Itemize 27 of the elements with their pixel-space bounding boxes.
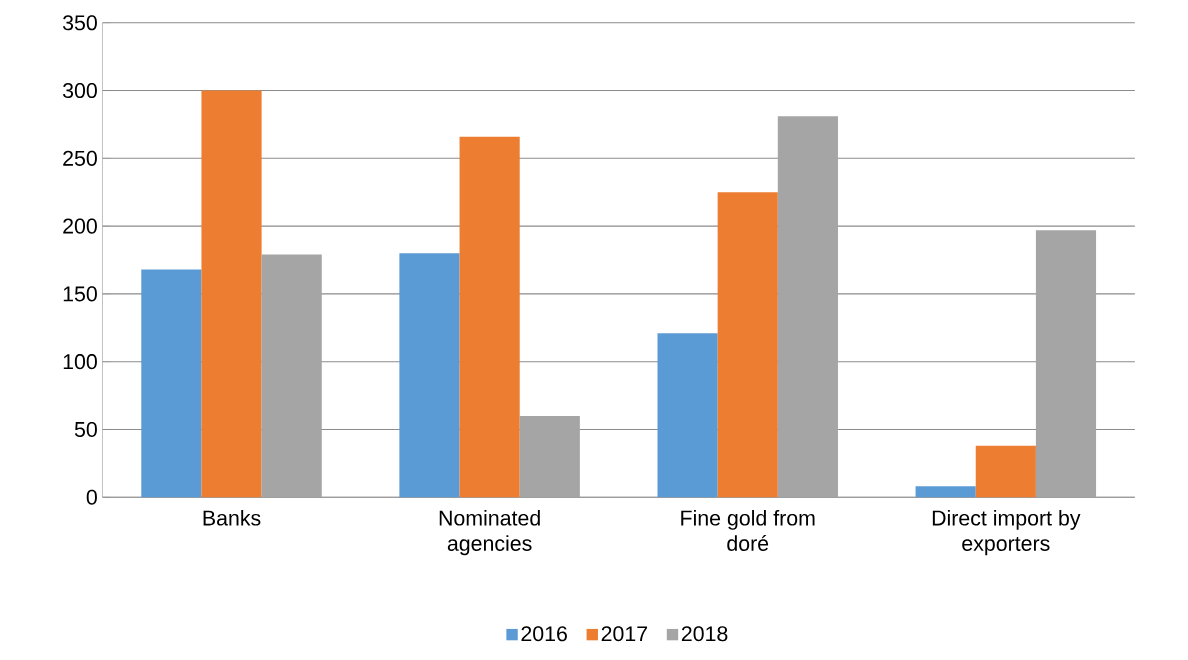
y-tick-label: 300 — [62, 82, 97, 98]
bar — [399, 253, 460, 498]
bar — [459, 136, 520, 498]
legend-label: 2016 — [521, 625, 567, 642]
bar — [915, 486, 976, 498]
legend-label: 2018 — [681, 625, 728, 642]
y-tick-label: 50 — [74, 421, 97, 437]
x-tick-label: Fine gold from doré — [681, 509, 815, 551]
bar — [141, 269, 202, 498]
y-tick-label: 150 — [63, 286, 97, 302]
y-tick-label: 200 — [63, 218, 97, 234]
bar — [261, 254, 322, 498]
x-tick-label: Nominated agencies — [439, 509, 540, 555]
bar — [975, 445, 1036, 498]
bar — [519, 415, 580, 498]
bar — [717, 192, 778, 498]
x-tick-label: Banks — [203, 509, 261, 526]
bar — [657, 332, 718, 498]
y-tick-label: 350 — [62, 15, 97, 31]
y-tick-label: 0 — [86, 489, 97, 505]
legend-label: 2017 — [601, 625, 648, 642]
y-tick-label: 250 — [63, 150, 97, 166]
x-tick-label: Direct import by exporters — [932, 509, 1081, 555]
bar — [201, 90, 262, 498]
y-tick-label: 100 — [63, 353, 97, 370]
bar — [1035, 229, 1097, 498]
bar — [777, 116, 838, 498]
